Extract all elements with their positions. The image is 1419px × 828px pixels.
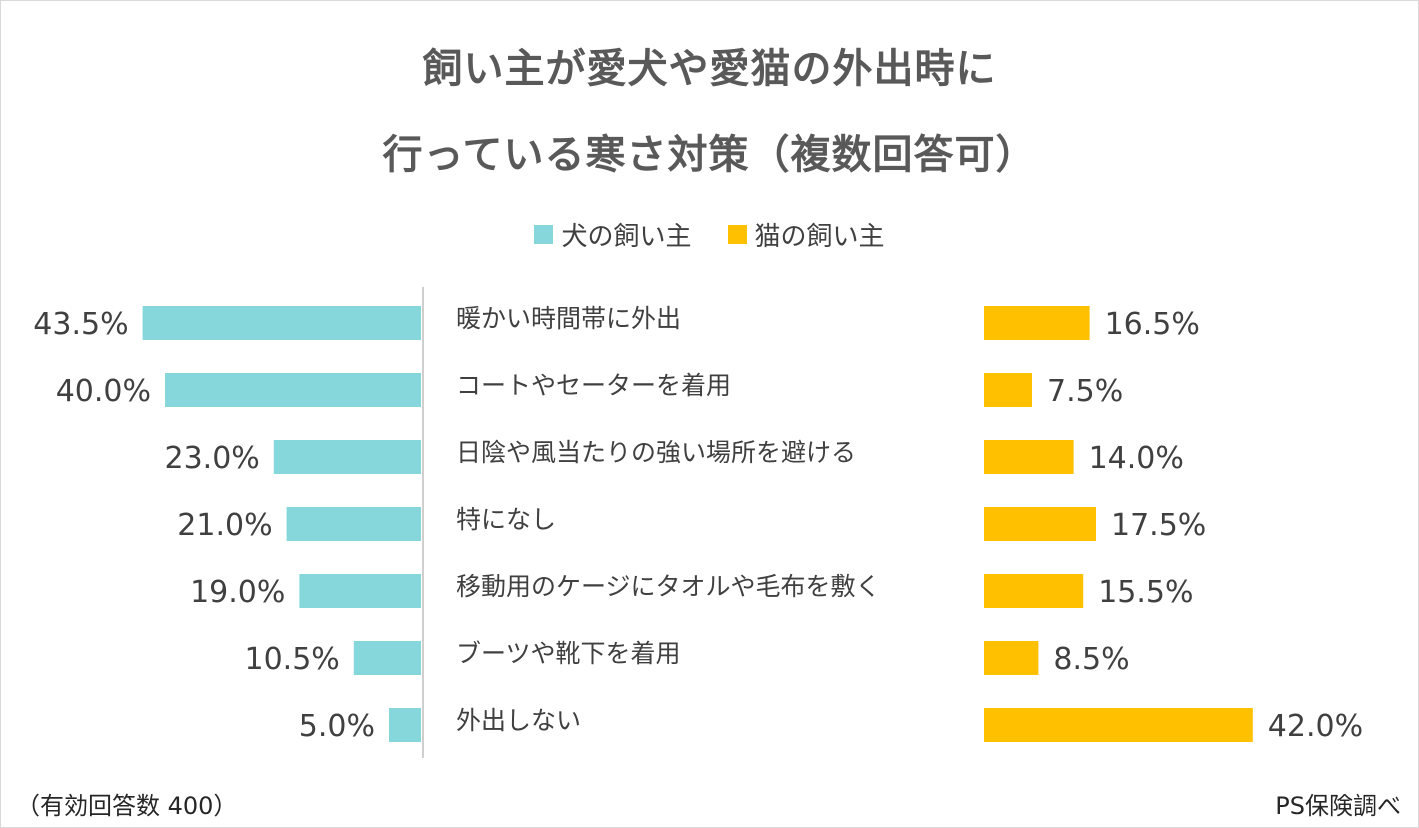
legend-label-cat: 猫の飼い主 [754, 222, 885, 252]
legend-label-dog: 犬の飼い主 [561, 222, 692, 252]
dog-bar [273, 440, 421, 474]
cat-bar [984, 306, 1090, 340]
chart-title-line-2: 行っている寒さ対策（複数回答可） [382, 132, 1037, 178]
dog-value-label: 19.0% [190, 575, 285, 610]
cat-value-label: 17.5% [1111, 508, 1206, 543]
dog-value-label: 23.0% [164, 441, 259, 476]
cat-value-label: 8.5% [1053, 642, 1129, 677]
cat-value-label: 42.0% [1268, 709, 1363, 744]
dog-bar [353, 641, 421, 675]
category-label: 特になし [456, 505, 556, 534]
cat-bar [984, 373, 1032, 407]
legend-swatch-dog [534, 225, 554, 244]
respondent-count-note: （有効回答数 400） [16, 792, 238, 820]
category-label: ブーツや靴下を着用 [456, 639, 681, 668]
dog-bar [299, 574, 421, 608]
cat-value-label: 15.5% [1098, 575, 1193, 610]
cat-value-label: 7.5% [1047, 374, 1123, 409]
dog-bar [286, 507, 421, 541]
cat-value-label: 14.0% [1089, 441, 1184, 476]
category-label: 外出しない [456, 706, 581, 735]
legend-item-dog: 犬の飼い主 [534, 216, 692, 253]
chart-title-line-1: 飼い主が愛犬や愛猫の外出時に [422, 46, 997, 92]
cat-bar [984, 574, 1084, 608]
legend-item-cat: 猫の飼い主 [727, 216, 885, 253]
legend-swatch-cat [727, 225, 747, 244]
cat-bar [984, 708, 1253, 742]
cat-bar [984, 440, 1074, 474]
dog-value-label: 21.0% [177, 508, 272, 543]
category-label: コートやセーターを着用 [456, 371, 731, 400]
dog-bar [142, 306, 421, 340]
dog-value-label: 10.5% [244, 642, 339, 677]
cat-bar [984, 507, 1096, 541]
category-label: 暖かい時間帯に外出 [456, 304, 681, 333]
source-note: PS保険調べ [1275, 792, 1401, 820]
category-label: 日陰や風当たりの強い場所を避ける [456, 438, 856, 467]
dog-value-label: 40.0% [56, 374, 151, 409]
dog-value-label: 43.5% [33, 307, 128, 342]
chart-legend: 犬の飼い主 猫の飼い主 [0, 216, 1419, 253]
dog-value-label: 5.0% [299, 709, 375, 744]
dog-bar [165, 373, 421, 407]
category-label: 移動用のケージにタオルや毛布を敷く [456, 572, 881, 601]
cat-bar [984, 641, 1039, 675]
dog-bar [389, 708, 421, 742]
cat-value-label: 16.5% [1105, 307, 1200, 342]
